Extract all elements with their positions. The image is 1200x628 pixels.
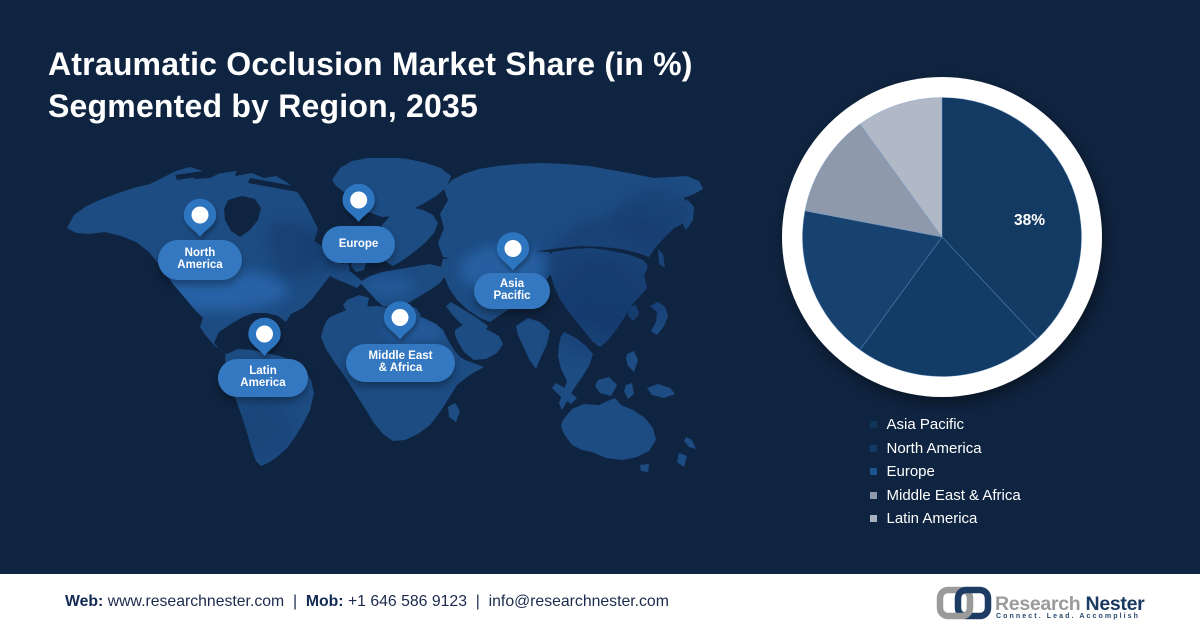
svg-text:Research Nester: Research Nester (995, 593, 1145, 615)
svg-text:38%: 38% (1014, 212, 1045, 229)
svg-text:Connect. Lead. Accomplish: Connect. Lead. Accomplish (996, 613, 1140, 620)
